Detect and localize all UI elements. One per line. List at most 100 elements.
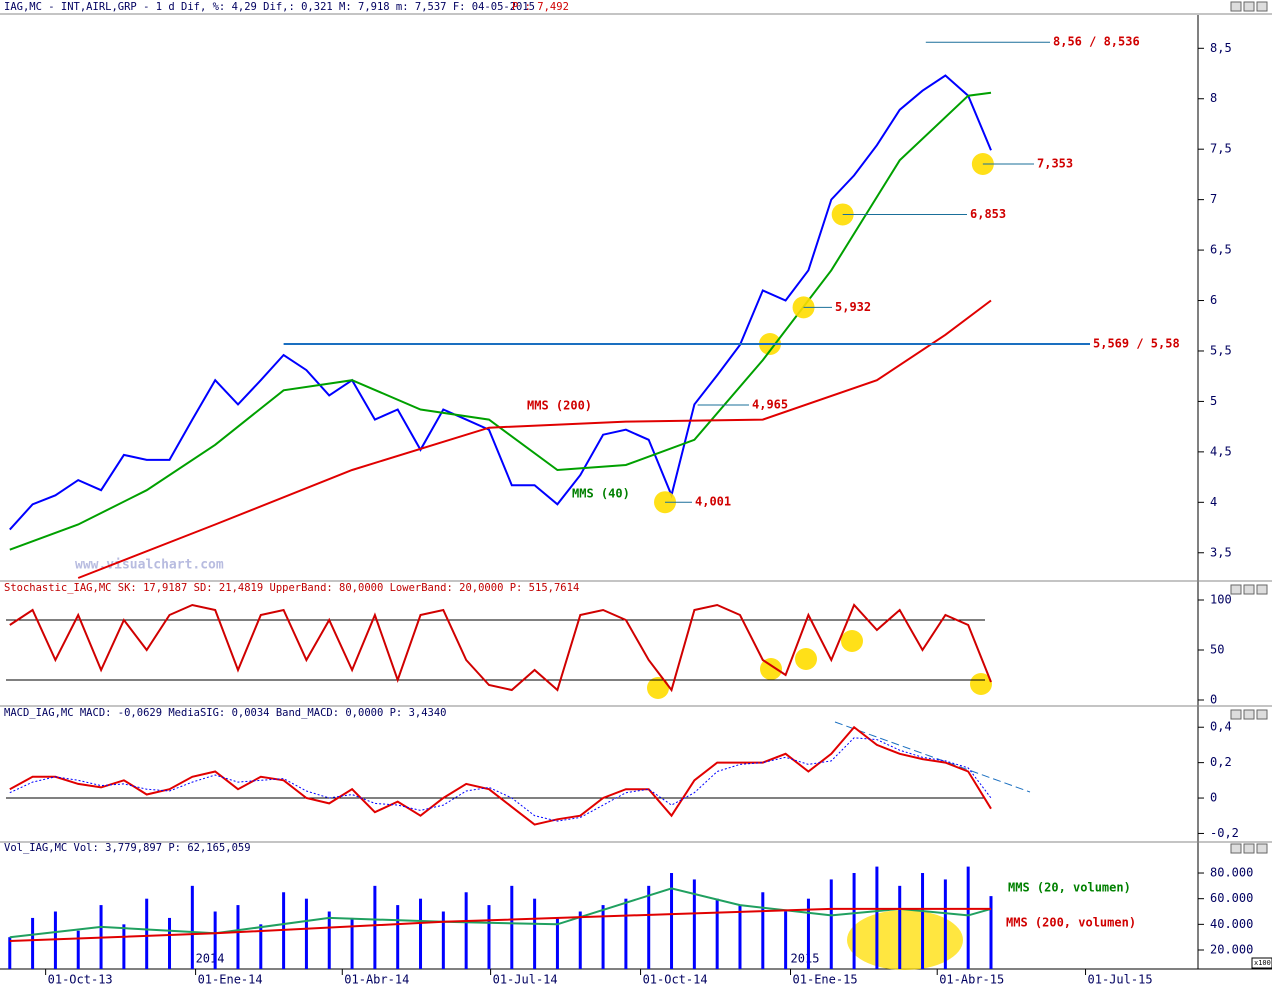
y-tick-label: 4 <box>1210 495 1217 509</box>
series-line <box>9 74 992 531</box>
series-line <box>9 737 992 822</box>
series-label: MMS (40) <box>572 487 630 501</box>
y-tick-label: 0,4 <box>1210 720 1232 734</box>
series-line <box>9 725 992 826</box>
y-tick-label: 8,5 <box>1210 41 1232 55</box>
volume-bar <box>921 873 925 969</box>
volume-bar <box>670 873 674 969</box>
series-label: MMS (200) <box>527 399 592 413</box>
x-tick-label: 01-Oct-13 <box>48 973 113 987</box>
volume-bar <box>601 905 605 969</box>
y-tick-label: 7,5 <box>1210 142 1232 156</box>
volume-bar <box>8 937 12 969</box>
annotation: 7,353 <box>1037 157 1073 171</box>
volume-bar <box>259 924 263 969</box>
volume-bar <box>784 911 788 969</box>
volume-bar <box>373 885 377 969</box>
volume-bar <box>555 917 559 969</box>
x-tick-label: 01-Abr-14 <box>344 973 409 987</box>
series-label: MMS (200, volumen) <box>1006 916 1136 930</box>
volume-bar <box>464 892 468 969</box>
x-tick-label: 01-Abr-15 <box>939 973 1004 987</box>
volume-bar <box>350 917 354 969</box>
unit-label: x100 <box>1254 959 1271 967</box>
trend-line <box>834 721 1031 793</box>
volume-bar <box>578 911 582 969</box>
volume-bar <box>692 879 696 969</box>
volume-bar <box>829 879 833 969</box>
y-tick-label: 50 <box>1210 643 1224 657</box>
x-tick-label: 01-Jul-15 <box>1088 973 1153 987</box>
y-tick-label: 8 <box>1210 91 1217 105</box>
volume-bar <box>327 911 331 969</box>
x-tick-label: 01-Ene-15 <box>793 973 858 987</box>
volume-bar <box>122 924 126 969</box>
annotation: 4,001 <box>695 495 731 509</box>
volume-bar <box>875 866 879 969</box>
volume-bar <box>168 917 172 969</box>
annotation: 6,853 <box>970 207 1006 221</box>
last-price: P : 7,492 <box>512 1 569 13</box>
y-tick-label: 0 <box>1210 791 1217 805</box>
y-tick-label: 0 <box>1210 693 1217 707</box>
watermark: www.visualchart.com <box>75 558 224 573</box>
y-tick-label: 4,5 <box>1210 444 1232 458</box>
volume-bar <box>806 898 810 969</box>
y-tick-label: 100 <box>1210 593 1232 607</box>
y-tick-label: 7 <box>1210 192 1217 206</box>
panel-buttons[interactable] <box>1230 1 1268 854</box>
y-tick-label: 0,2 <box>1210 755 1232 769</box>
y-tick-label: 6,5 <box>1210 243 1232 257</box>
unit-box <box>1251 957 1272 969</box>
y-tick-label: 60.000 <box>1210 891 1253 905</box>
panel-title: Stochastic_IAG,MC SK: 17,9187 SD: 21,481… <box>4 582 579 594</box>
x-tick-label: 01-Ene-14 <box>198 973 263 987</box>
y-tick-label: 80.000 <box>1210 866 1253 880</box>
volume-bar <box>31 917 35 969</box>
volume-bar <box>190 885 194 969</box>
y-tick-label: 40.000 <box>1210 917 1253 931</box>
x-tick-label: 01-Oct-14 <box>643 973 708 987</box>
volume-bar <box>145 898 149 969</box>
volume-bar <box>647 885 651 969</box>
y-tick-label: 5,5 <box>1210 343 1232 357</box>
volume-bar <box>624 898 628 969</box>
volume-bar <box>441 911 445 969</box>
annotation: 4,965 <box>752 397 788 411</box>
volume-bar <box>943 879 947 969</box>
volume-bar <box>533 898 537 969</box>
series-line <box>9 91 992 551</box>
volume-bar <box>852 873 856 969</box>
volume-bar <box>76 930 80 969</box>
chart-title: IAG,MC - INT,AIRL,GRP - 1 d Dif, %: 4,29… <box>4 1 535 13</box>
annotation: 5,932 <box>835 300 871 314</box>
highlights <box>647 630 992 699</box>
y-tick-label: -0,2 <box>1210 826 1239 840</box>
volume-bar <box>898 885 902 969</box>
volume-bar <box>761 892 765 969</box>
series-line <box>9 907 991 942</box>
volume-bar <box>236 905 240 969</box>
volume-bar <box>738 905 742 969</box>
y-tick-label: 5 <box>1210 394 1217 408</box>
volume-bar <box>396 905 400 969</box>
series-line <box>77 299 992 579</box>
series-line <box>9 603 992 693</box>
series-line <box>9 887 992 939</box>
x-tick-label: 01-Jul-14 <box>493 973 558 987</box>
year-label: 2015 <box>791 952 820 966</box>
y-tick-label: 3,5 <box>1210 545 1232 559</box>
volume-bar <box>419 898 423 969</box>
volume-bar <box>510 885 514 969</box>
volume-bar <box>715 898 719 969</box>
volume-bar <box>966 866 970 969</box>
y-tick-label: 20.000 <box>1210 943 1253 957</box>
volume-bar <box>487 905 491 969</box>
volume-bar <box>304 898 308 969</box>
volume-bar <box>989 896 993 969</box>
volume-bar <box>213 911 217 969</box>
y-tick-label: 6 <box>1210 293 1217 307</box>
